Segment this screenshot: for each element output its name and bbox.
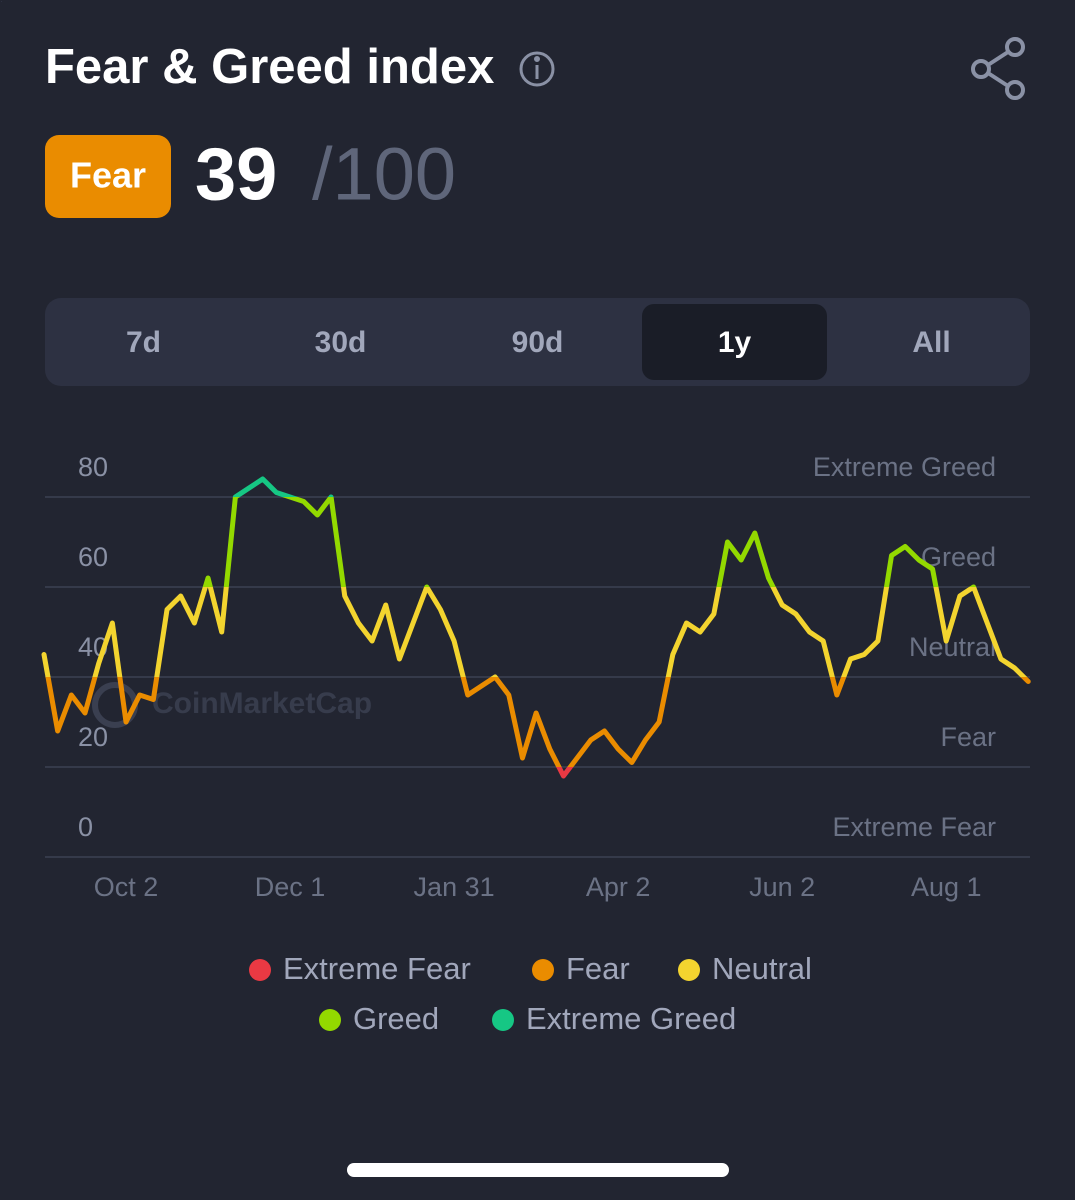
info-dot (534, 56, 540, 62)
legend-dot (319, 1009, 341, 1031)
zone-label: Fear (940, 722, 996, 752)
title: Fear & Greed index (45, 40, 494, 94)
zone-label: Extreme Fear (832, 812, 996, 842)
info-circle (519, 51, 555, 87)
share-node (971, 59, 991, 79)
x-tick-label: Dec 1 (255, 872, 326, 902)
share-link (986, 71, 1010, 88)
share-node (1005, 80, 1025, 100)
legend-label: Greed (353, 1001, 439, 1036)
score-suffix: /100 (312, 133, 456, 216)
legend-label: Fear (566, 951, 630, 986)
info-icon[interactable] (519, 51, 555, 87)
y-tick-label: 0 (78, 812, 93, 842)
legend-label: Neutral (712, 951, 812, 986)
x-tick-label: Jan 31 (414, 872, 495, 902)
home-indicator (347, 1163, 729, 1177)
status-label: Fear (70, 155, 146, 196)
tab[interactable]: 7d (126, 326, 161, 359)
home-indicator-spacer (1, 1, 2, 2)
legend-dot (249, 959, 271, 981)
index-line (41, 476, 1031, 779)
tab[interactable]: All (912, 326, 950, 359)
x-tick-label: Apr 2 (586, 872, 651, 902)
share-link (986, 50, 1010, 67)
zone-label: Neutral (909, 632, 996, 662)
legend-dot (678, 959, 700, 981)
legend-label: Extreme Fear (283, 951, 471, 986)
y-tick-label: 80 (78, 452, 108, 482)
share-icon[interactable] (971, 37, 1025, 100)
tab[interactable]: 30d (315, 326, 367, 359)
x-tick-label: Aug 1 (911, 872, 982, 902)
x-tick-label: Oct 2 (94, 872, 159, 902)
tab[interactable]: 90d (512, 326, 564, 359)
zone-label: Extreme Greed (813, 452, 996, 482)
legend-label: Extreme Greed (526, 1001, 736, 1036)
y-tick-label: 20 (78, 722, 108, 752)
x-tick-label: Jun 2 (749, 872, 815, 902)
status-badge (45, 135, 171, 218)
watermark: CoinMarketCap (152, 687, 372, 720)
tab-active-bg[interactable] (642, 304, 827, 380)
score: 39 (195, 133, 277, 216)
y-tick-label: 60 (78, 542, 108, 572)
share-node (1005, 37, 1025, 57)
legend-dot (532, 959, 554, 981)
tab[interactable]: 1y (718, 326, 752, 359)
legend-dot (492, 1009, 514, 1031)
